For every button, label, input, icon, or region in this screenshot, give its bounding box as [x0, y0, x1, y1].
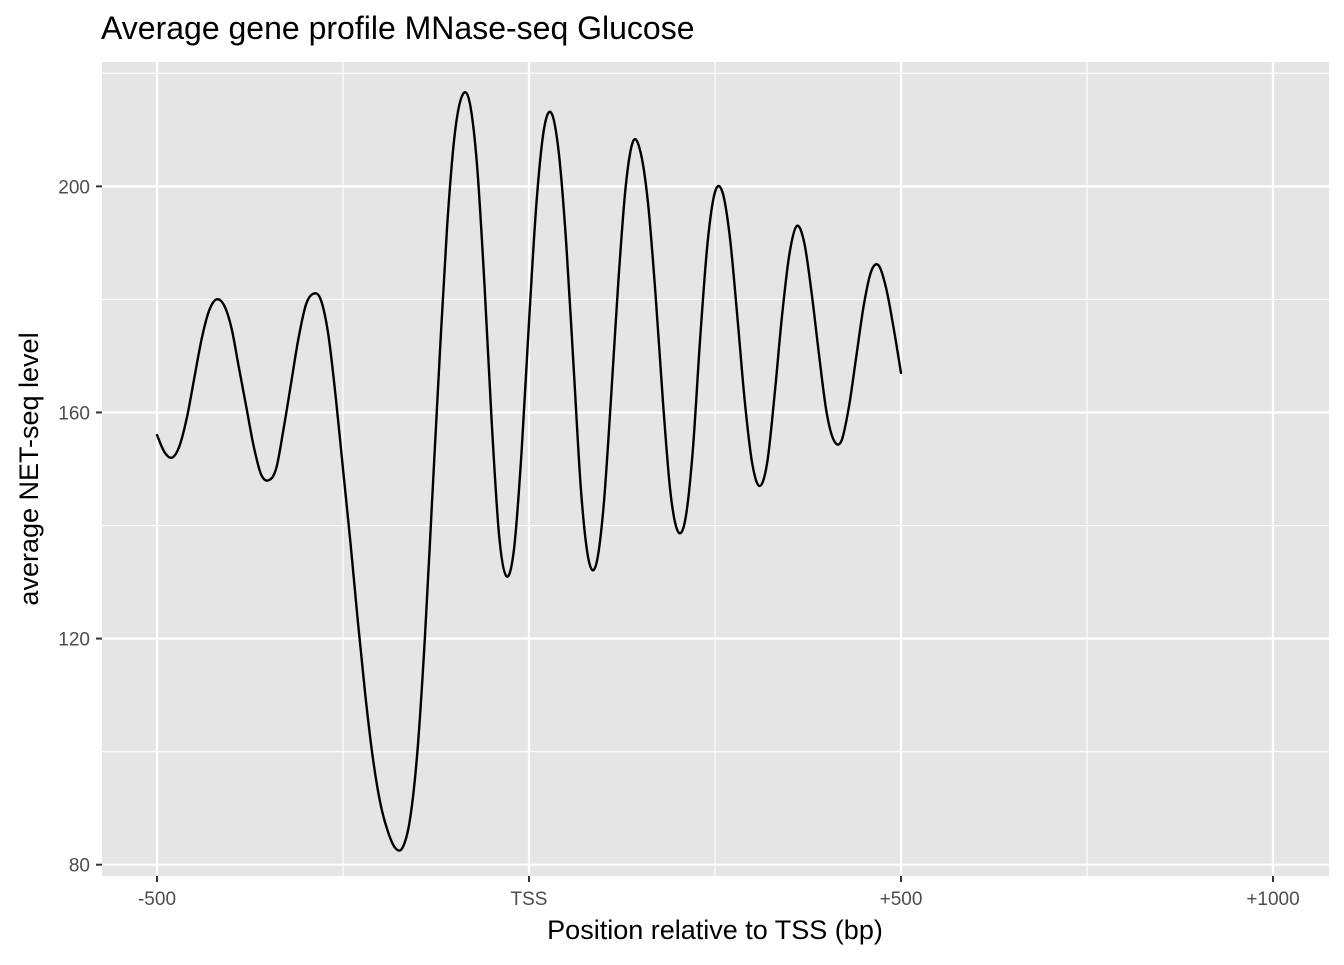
x-tick-label: +1000	[1246, 889, 1299, 910]
y-axis-label: average NET-seq level	[14, 332, 44, 605]
x-tick-label: TSS	[511, 889, 548, 910]
minor-gridlines	[102, 62, 1329, 876]
y-tick-label: 120	[58, 630, 90, 651]
y-tick-label: 80	[69, 856, 90, 877]
y-tick-label: 160	[58, 403, 90, 424]
series-line	[155, 91, 903, 852]
series-layer	[155, 91, 903, 852]
x-axis: -500 TSS +500 +1000	[138, 876, 1300, 910]
y-tick-label: 200	[58, 177, 90, 198]
x-tick-label: -500	[138, 889, 176, 910]
chart-title: Average gene profile MNase-seq Glucose	[101, 10, 695, 46]
y-axis: 80 120 160 200	[58, 177, 102, 877]
major-gridlines	[102, 62, 1329, 876]
x-tick-label: +500	[880, 889, 923, 910]
x-axis-label: Position relative to TSS (bp)	[547, 915, 883, 945]
